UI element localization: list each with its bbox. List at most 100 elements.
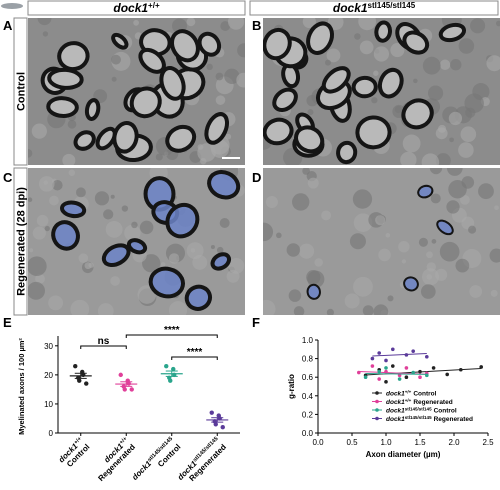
texture (385, 232, 391, 238)
em-content (263, 18, 500, 165)
significance-label: **** (187, 347, 203, 358)
texture (439, 241, 460, 262)
texture (373, 46, 390, 62)
texture (307, 270, 325, 288)
texture (88, 262, 94, 268)
myelin-ring (321, 66, 351, 94)
myelin-ring (51, 220, 80, 251)
data-point (220, 424, 225, 430)
texture (168, 301, 188, 315)
data-point (357, 370, 361, 375)
texture (448, 111, 463, 126)
texture (344, 293, 360, 309)
texture (455, 258, 470, 273)
myelin-ring (306, 21, 334, 55)
texture (121, 205, 129, 212)
em-image (263, 168, 500, 315)
data-point (172, 372, 177, 378)
texture (68, 169, 76, 177)
texture (349, 233, 366, 250)
data-point (425, 373, 429, 378)
y-axis-label: Myelinated axons / 100 µm² (17, 338, 26, 435)
texture (446, 168, 463, 176)
y-tick-label: 0.2 (302, 410, 314, 419)
data-point (168, 378, 173, 383)
y-tick-label: 0.0 (302, 429, 314, 438)
myelin-ring (73, 130, 96, 151)
myelin-ring (165, 124, 197, 153)
texture (219, 218, 230, 228)
texture (429, 168, 443, 175)
gene: dock1 (386, 399, 405, 406)
data-point (479, 365, 484, 369)
myelin-ring (95, 126, 117, 151)
texture (276, 232, 282, 239)
data-point (445, 372, 450, 377)
texture (224, 68, 240, 84)
myelin-ring (401, 98, 434, 130)
texture (435, 127, 448, 140)
myelin-ring (355, 115, 392, 150)
texture (401, 259, 407, 264)
texture (210, 245, 215, 250)
data-point (384, 369, 388, 374)
genotype: +/+ (148, 1, 160, 10)
texture (430, 193, 441, 204)
texture (302, 18, 316, 29)
y-axis-label: g-ratio (287, 374, 296, 399)
data-point (73, 363, 78, 369)
texture (139, 220, 154, 235)
significance-bracket (125, 334, 218, 338)
significance-bracket (171, 356, 218, 360)
genotype: stl145/stl145 (368, 1, 416, 10)
texture (464, 93, 484, 113)
texture (421, 153, 440, 165)
panel-letter: B (252, 18, 261, 33)
texture (103, 209, 114, 220)
myelin-ring (204, 112, 230, 145)
y-tick-label: 0.6 (302, 373, 314, 382)
gene: dock1 (386, 416, 405, 423)
row-label: Control (16, 72, 28, 111)
texture (228, 258, 245, 274)
texture (133, 19, 139, 26)
myelin-ring (101, 243, 131, 268)
texture (111, 76, 117, 82)
texture (28, 197, 33, 203)
x-tick-label: 1.0 (380, 438, 392, 447)
texture (494, 205, 499, 211)
texture (435, 153, 451, 165)
texture (422, 268, 440, 286)
data-point (377, 369, 382, 374)
panel-letter: E (3, 315, 12, 330)
texture (216, 246, 224, 254)
legend-marker (375, 408, 379, 412)
myelin-ring (165, 202, 200, 239)
regression-line (365, 373, 427, 375)
data-point (118, 372, 123, 378)
texture (486, 55, 500, 72)
texture (263, 222, 274, 242)
texture (458, 38, 475, 54)
texture (263, 299, 276, 315)
texture (390, 43, 405, 58)
texture (468, 225, 477, 234)
texture (314, 258, 323, 267)
texture (418, 237, 428, 247)
texture (431, 238, 437, 244)
data-point (81, 372, 86, 378)
significance-label: **** (164, 325, 180, 336)
myelin-ring (306, 283, 321, 300)
genotype: +/+ (119, 436, 129, 446)
data-point (377, 377, 382, 381)
myelin-ring (351, 75, 378, 99)
myelin-ring (129, 86, 162, 119)
data-point (391, 347, 395, 352)
data-point (213, 422, 218, 427)
data-point (370, 356, 375, 361)
texture (307, 177, 319, 189)
texture (321, 210, 332, 221)
x-tick-label: dock1+/+Control (57, 436, 92, 469)
em-content (28, 168, 245, 315)
genotype-label: dock1+/+ (113, 1, 160, 16)
